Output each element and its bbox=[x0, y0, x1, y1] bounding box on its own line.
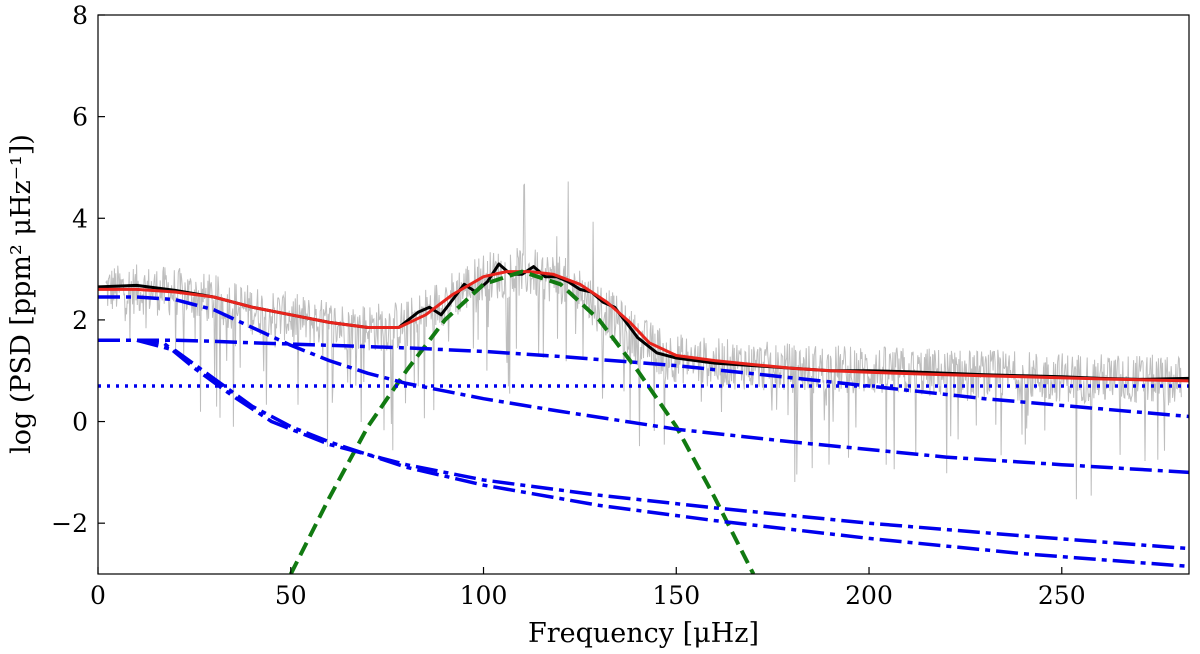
y-tick-label: 6 bbox=[72, 103, 88, 132]
y-tick-label: 0 bbox=[72, 408, 88, 437]
series-line-7 bbox=[98, 338, 1189, 551]
x-tick-label: 0 bbox=[90, 581, 106, 610]
series-line-8 bbox=[98, 338, 1189, 569]
y-tick-label: 2 bbox=[72, 306, 88, 335]
y-axis-ticks: −2 0 2 4 6 8 bbox=[51, 1, 105, 538]
y-axis-title: log (PSD [ppm² μHz⁻¹]) bbox=[6, 134, 37, 454]
x-tick-label: 50 bbox=[275, 581, 307, 610]
series-line-3 bbox=[289, 269, 756, 574]
series-line-2 bbox=[98, 270, 1189, 383]
x-tick-label: 100 bbox=[460, 581, 508, 610]
x-tick-label: 150 bbox=[652, 581, 700, 610]
x-tick-label: 200 bbox=[845, 581, 893, 610]
y-tick-label: 8 bbox=[72, 1, 88, 30]
series-line-5 bbox=[98, 295, 1189, 475]
x-axis-title: Frequency [μHz] bbox=[528, 618, 759, 649]
series-line-6 bbox=[98, 338, 1189, 419]
plot-frame bbox=[97, 14, 1190, 575]
y-tick-label: 4 bbox=[72, 204, 88, 233]
y-tick-label: −2 bbox=[51, 509, 88, 538]
x-tick-label: 250 bbox=[1038, 581, 1086, 610]
series-line-0 bbox=[105, 181, 1182, 500]
series-layer bbox=[98, 181, 1189, 574]
x-axis-ticks: 0 50 100 150 200 250 bbox=[90, 567, 1086, 610]
